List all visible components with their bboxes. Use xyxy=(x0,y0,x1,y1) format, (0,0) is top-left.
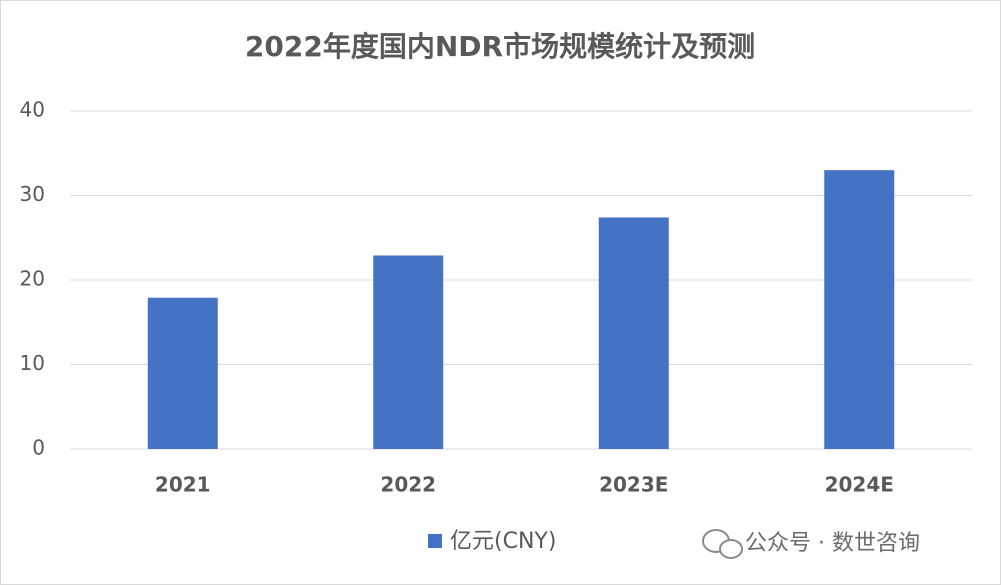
watermark: 公众号 · 数世咨询 xyxy=(745,531,920,556)
bar xyxy=(598,217,669,449)
x-tick-label: 2021 xyxy=(155,473,211,497)
x-tick-label: 2024E xyxy=(825,473,894,497)
x-tick-label: 2023E xyxy=(599,473,668,497)
y-tick-label: 10 xyxy=(20,351,45,375)
y-tick-label: 30 xyxy=(20,182,45,206)
bar xyxy=(824,170,895,449)
legend-swatch xyxy=(428,534,442,548)
y-tick-label: 0 xyxy=(32,436,45,460)
chart-title: 2022年度国内NDR市场规模统计及预测 xyxy=(245,30,755,63)
legend-label: 亿元(CNY) xyxy=(450,529,556,554)
x-tick-label: 2022 xyxy=(380,473,436,497)
y-tick-label: 20 xyxy=(20,267,45,291)
watermark-icon xyxy=(702,529,743,559)
bar xyxy=(373,255,444,449)
y-tick-label: 40 xyxy=(20,98,45,122)
bar xyxy=(147,297,218,449)
